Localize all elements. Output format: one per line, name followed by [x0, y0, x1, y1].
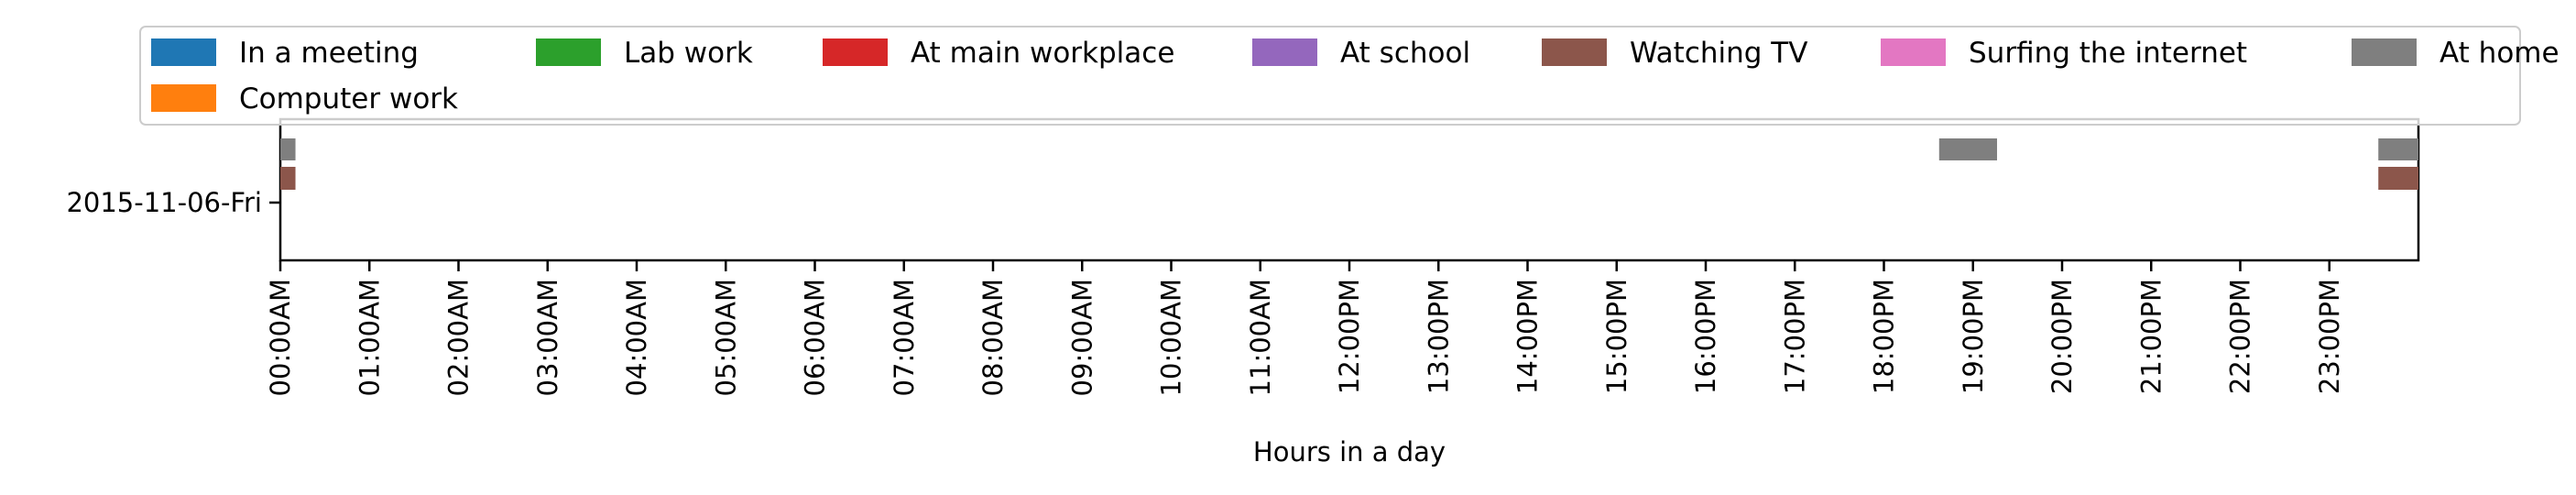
legend-label-lab-work: Lab work	[624, 37, 753, 70]
x-tick-label: 12:00PM	[1334, 279, 1365, 394]
x-tick-label: 07:00AM	[889, 279, 920, 396]
x-tick-label: 10:00AM	[1156, 279, 1187, 396]
bar-watching-tv-0	[280, 167, 296, 190]
bar-at-home-1	[1938, 138, 1998, 160]
x-tick-label: 17:00PM	[1779, 279, 1810, 394]
activity-bars	[280, 138, 2418, 190]
x-tick-label: 05:00AM	[710, 279, 741, 396]
legend-label-in-a-meeting: In a meeting	[239, 37, 419, 70]
legend-label-watching-tv: Watching TV	[1630, 37, 1807, 70]
legend-swatch-lab-work	[536, 38, 601, 66]
x-tick-label: 13:00PM	[1423, 279, 1454, 394]
bar-at-home-2	[2378, 138, 2418, 160]
x-axis: 00:00AM 01:00AM 02:00AM 03:00AM 04:00AM 05:00…	[265, 260, 2345, 396]
legend-label-computer-work: Computer work	[239, 82, 458, 116]
x-tick-label: 02:00AM	[443, 279, 475, 396]
legend-swatch-surfing-the-internet	[1881, 38, 1946, 66]
x-tick-label: 21:00PM	[2135, 279, 2167, 394]
legend-label-at-home: At home	[2440, 37, 2560, 70]
x-tick-label: 09:00AM	[1066, 279, 1097, 396]
legend: In a meeting Computer work Lab work At main…	[139, 26, 2560, 126]
bar-watching-tv-1	[2378, 167, 2418, 190]
legend-swatch-at-main-workplace	[823, 38, 888, 66]
legend-swatch-computer-work	[151, 84, 216, 112]
x-tick-label: 16:00PM	[1690, 279, 1721, 394]
bar-at-home-0	[280, 138, 296, 160]
x-tick-label: 15:00PM	[1601, 279, 1632, 394]
legend-items: In a meeting Computer work Lab work At main…	[151, 37, 2560, 116]
x-tick-label: 04:00AM	[621, 279, 652, 396]
legend-swatch-watching-tv	[1542, 38, 1607, 66]
legend-swatch-at-school	[1252, 38, 1317, 66]
legend-swatch-at-home	[2352, 38, 2417, 66]
legend-label-surfing-the-internet: Surfing the internet	[1969, 37, 2247, 70]
x-tick-label: 19:00PM	[1958, 279, 1989, 394]
x-tick-label: 01:00AM	[354, 279, 385, 396]
y-axis: 2015-11-06-Fri	[66, 187, 280, 218]
x-tick-label: 18:00PM	[1869, 279, 1900, 394]
y-tick-label: 2015-11-06-Fri	[66, 187, 262, 218]
x-tick-label: 11:00AM	[1245, 279, 1276, 396]
legend-swatch-in-a-meeting	[151, 38, 216, 66]
x-axis-label: Hours in a day	[1253, 436, 1446, 468]
x-tick-label: 22:00PM	[2225, 279, 2256, 394]
x-tick-label: 14:00PM	[1512, 279, 1544, 394]
x-tick-label: 00:00AM	[265, 279, 296, 396]
legend-label-at-school: At school	[1340, 37, 1470, 70]
x-tick-label: 08:00AM	[977, 279, 1009, 396]
x-tick-label: 20:00PM	[2047, 279, 2078, 394]
x-tick-label: 23:00PM	[2314, 279, 2345, 394]
x-tick-label: 03:00AM	[532, 279, 563, 396]
x-tick-label: 06:00AM	[800, 279, 831, 396]
legend-label-at-main-workplace: At main workplace	[911, 37, 1174, 70]
